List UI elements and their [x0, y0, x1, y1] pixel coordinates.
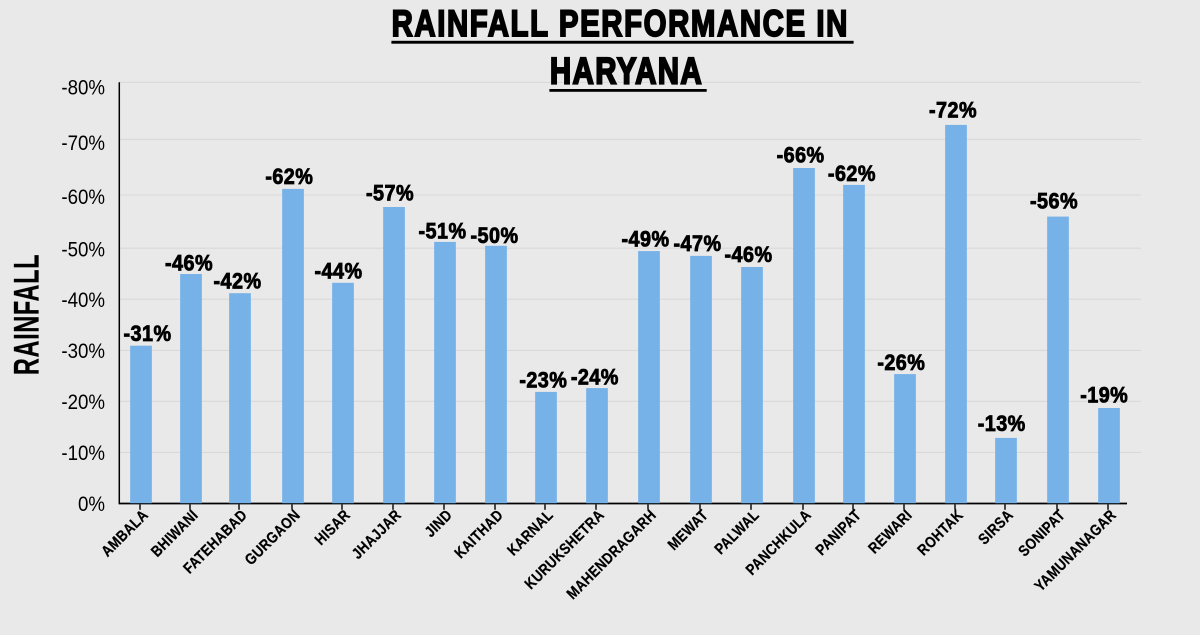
- svg-text:HISAR: HISAR: [312, 507, 354, 549]
- svg-text:-50%: -50%: [61, 238, 105, 261]
- svg-text:-24%: -24%: [571, 365, 619, 389]
- svg-text:-51%: -51%: [419, 219, 467, 243]
- svg-text:-80%: -80%: [61, 77, 105, 100]
- svg-text:ROHTAK: ROHTAK: [915, 507, 968, 560]
- svg-text:-66%: -66%: [777, 143, 825, 167]
- svg-text:PALWAL: PALWAL: [712, 507, 763, 558]
- svg-text:-26%: -26%: [877, 351, 925, 375]
- svg-text:GURGAON: GURGAON: [242, 507, 304, 569]
- svg-text:-42%: -42%: [214, 269, 262, 293]
- svg-text:JHAJJAR: JHAJJAR: [349, 507, 405, 563]
- svg-text:-40%: -40%: [61, 289, 105, 312]
- svg-text:AMBALA: AMBALA: [98, 507, 152, 561]
- svg-text:-47%: -47%: [674, 232, 722, 256]
- svg-text:RAINFALL: RAINFALL: [8, 254, 47, 375]
- svg-text:REWARI: REWARI: [865, 507, 916, 558]
- svg-text:-57%: -57%: [366, 182, 414, 206]
- svg-text:-70%: -70%: [61, 132, 105, 155]
- svg-text:HARYANA: HARYANA: [550, 51, 703, 92]
- svg-text:-30%: -30%: [61, 340, 105, 363]
- svg-text:KAITHAD: KAITHAD: [452, 507, 507, 562]
- svg-text:-46%: -46%: [725, 243, 773, 267]
- svg-text:PANIPAT: PANIPAT: [813, 507, 865, 559]
- svg-text:-13%: -13%: [978, 412, 1026, 436]
- svg-text:RAINFALL PERFORMANCE IN: RAINFALL PERFORMANCE IN: [392, 3, 849, 45]
- svg-text:-72%: -72%: [929, 98, 977, 122]
- svg-text:-60%: -60%: [61, 186, 105, 209]
- svg-text:-62%: -62%: [828, 162, 876, 186]
- svg-text:SIRSA: SIRSA: [975, 507, 1017, 549]
- svg-text:-56%: -56%: [1030, 190, 1078, 214]
- svg-text:-44%: -44%: [315, 259, 363, 283]
- svg-text:-50%: -50%: [471, 224, 519, 248]
- svg-text:JIND: JIND: [422, 507, 456, 541]
- svg-text:-10%: -10%: [61, 442, 105, 465]
- svg-text:KARNAL: KARNAL: [504, 507, 557, 560]
- svg-text:-62%: -62%: [265, 165, 313, 189]
- svg-text:MAHENDRAGARH: MAHENDRAGARH: [564, 507, 660, 603]
- svg-text:-49%: -49%: [622, 227, 670, 251]
- svg-text:0%: 0%: [78, 493, 105, 516]
- svg-text:-46%: -46%: [165, 251, 213, 275]
- svg-text:-19%: -19%: [1080, 383, 1128, 407]
- svg-text:-23%: -23%: [519, 369, 567, 393]
- svg-text:-31%: -31%: [124, 322, 172, 346]
- svg-text:-20%: -20%: [61, 391, 105, 414]
- svg-text:MEWAT: MEWAT: [665, 507, 712, 554]
